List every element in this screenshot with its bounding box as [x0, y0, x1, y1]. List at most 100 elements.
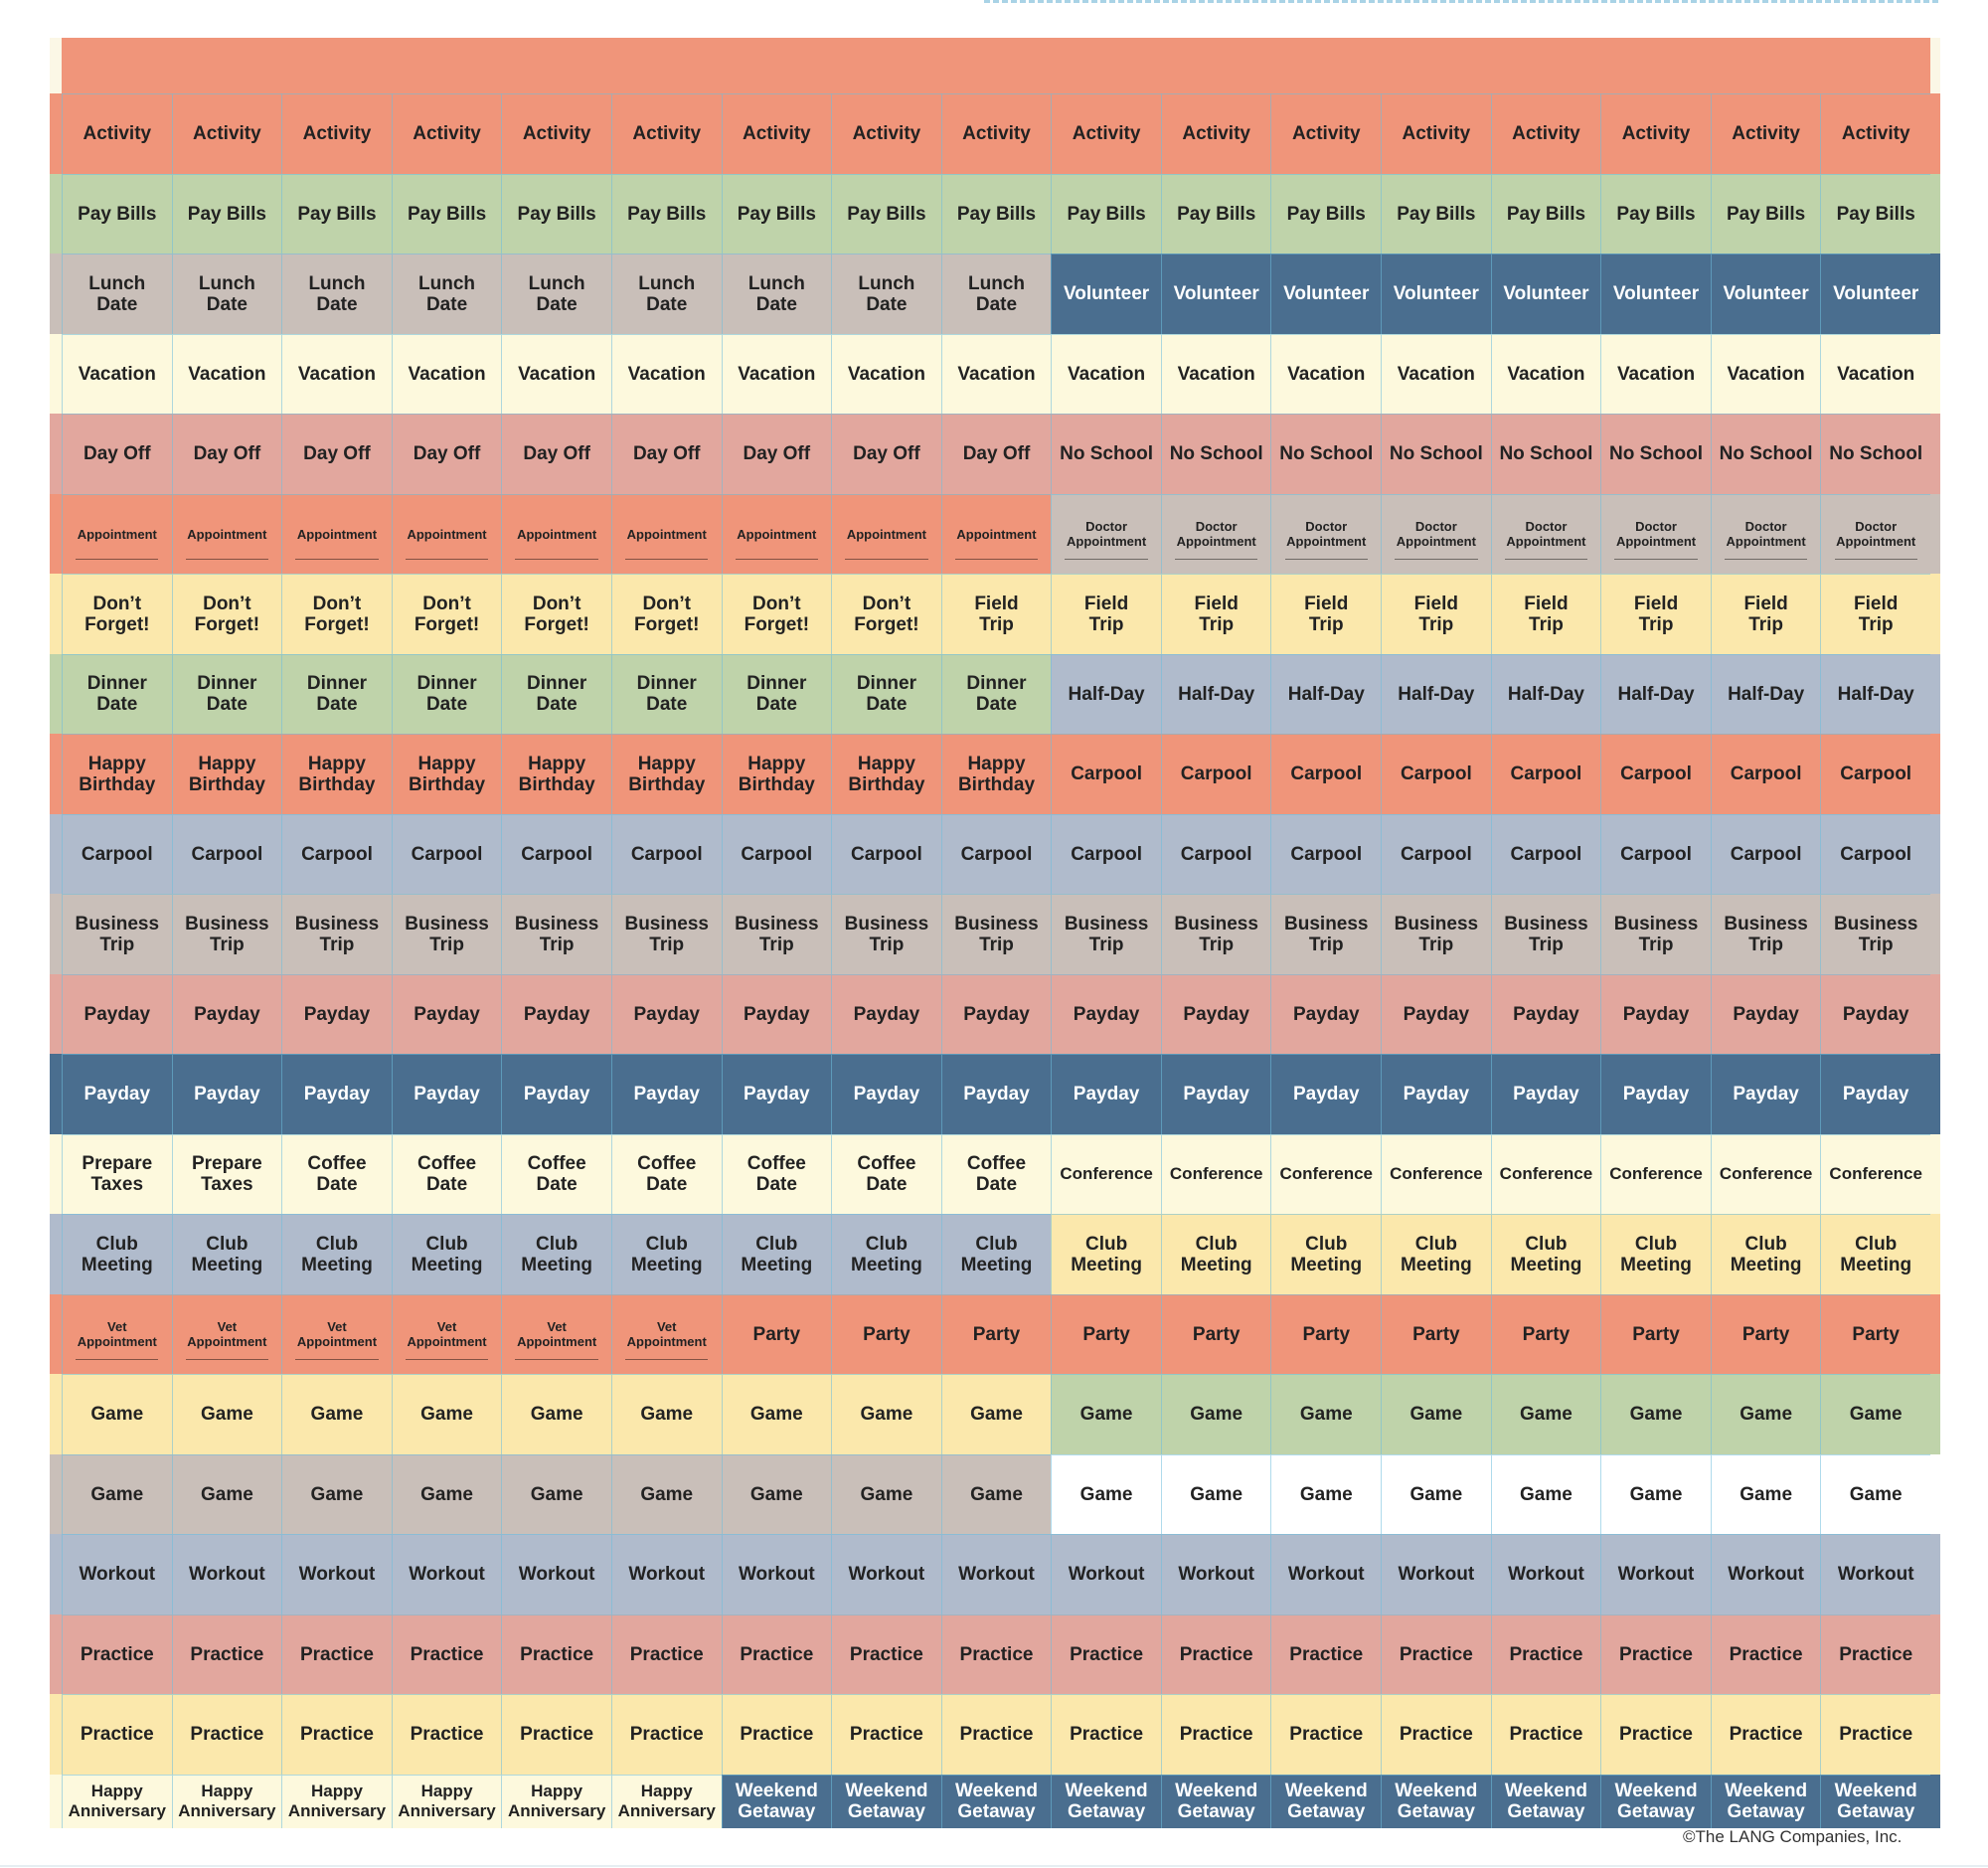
row-edge-right	[1929, 574, 1940, 654]
grid-top-band	[1051, 38, 1161, 93]
sticker-game: Game	[281, 1453, 392, 1534]
sticker-workout: Workout	[610, 1534, 722, 1614]
sticker-carpool: Carpool	[1381, 813, 1491, 894]
sticker-label: Doctor Appointment	[1286, 519, 1367, 550]
sticker-label: Payday	[414, 1003, 480, 1025]
sticker-label: Practice	[1509, 1724, 1583, 1746]
sticker-appointment: Appointment	[501, 493, 611, 574]
sticker-dinner-date: Dinner Date	[391, 653, 502, 734]
sticker-weekend-getaway: Weekend Getaway	[1600, 1774, 1711, 1828]
sticker-label: Vacation	[297, 363, 377, 385]
sticker-field-trip: Field Trip	[1160, 574, 1271, 654]
sticker-business-trip: Business Trip	[1051, 894, 1161, 974]
sticker-business-trip: Business Trip	[1490, 894, 1601, 974]
sticker-conference: Conference	[1710, 1133, 1821, 1214]
sticker-label: Happy Birthday	[848, 753, 925, 795]
sticker-label: Practice	[1289, 1724, 1364, 1746]
row-edge-left	[50, 1613, 62, 1694]
sticker-label: Carpool	[1730, 843, 1802, 865]
sticker-label: Activity	[1621, 123, 1691, 145]
sticker-carpool: Carpool	[1381, 734, 1491, 814]
sticker-label: Happy Anniversary	[508, 1782, 606, 1820]
sticker-label: Club Meeting	[1290, 1233, 1363, 1275]
sticker-label: Carpool	[960, 843, 1033, 865]
row-edge-right	[1929, 894, 1940, 974]
sticker-activity: Activity	[1160, 93, 1271, 174]
sticker-label: Game	[90, 1404, 144, 1426]
sticker-label: Vacation	[1287, 363, 1366, 385]
sticker-practice: Practice	[1600, 1613, 1711, 1694]
sticker-practice: Practice	[1270, 1694, 1382, 1775]
sticker-weekend-getaway: Weekend Getaway	[721, 1774, 832, 1828]
sticker-vacation: Vacation	[610, 333, 722, 414]
sticker-label: Volunteer	[1503, 283, 1589, 305]
sticker-label: Game	[310, 1483, 364, 1505]
sticker-dinner-date: Dinner Date	[171, 653, 282, 734]
sticker-carpool: Carpool	[1051, 813, 1161, 894]
sticker-label: Party	[863, 1323, 911, 1345]
sticker-label: Practice	[520, 1724, 594, 1746]
sticker-lunch-date: Lunch Date	[610, 254, 722, 334]
sticker-appointment: Appointment	[610, 493, 722, 574]
sticker-business-trip: Business Trip	[1381, 894, 1491, 974]
sticker-label: Practice	[849, 1643, 923, 1665]
sticker-label: Payday	[1842, 1084, 1909, 1105]
sticker-label: Workout	[189, 1564, 265, 1586]
sticker-label: Payday	[963, 1003, 1030, 1025]
sticker-day-off: Day Off	[721, 414, 832, 494]
sticker-label: Carpool	[741, 843, 813, 865]
row-edge-right	[1929, 414, 1940, 494]
sticker-label: Vacation	[1068, 363, 1146, 385]
sticker-party: Party	[1051, 1293, 1161, 1374]
sticker-club-meeting: Club Meeting	[1381, 1214, 1491, 1294]
sticker-pay-bills: Pay Bills	[831, 173, 941, 254]
sticker-carpool: Carpool	[1160, 813, 1271, 894]
sticker-label: Vet Appointment	[407, 1319, 487, 1350]
sticker-conference: Conference	[1051, 1133, 1161, 1214]
sticker-label: Club Meeting	[191, 1233, 263, 1275]
sticker-payday: Payday	[1600, 973, 1711, 1054]
row-edge-left	[50, 574, 62, 654]
sticker-dont-forget: Don’t Forget!	[391, 574, 502, 654]
sticker-coffee-date: Coffee Date	[721, 1133, 832, 1214]
sticker-label: Business Trip	[844, 913, 929, 955]
sticker-day-off: Day Off	[171, 414, 282, 494]
sticker-label: Practice	[299, 1643, 374, 1665]
sticker-no-school: No School	[1490, 414, 1601, 494]
sticker-volunteer: Volunteer	[1160, 254, 1271, 334]
sticker-vacation: Vacation	[1381, 333, 1491, 414]
sticker-label: Game	[1079, 1483, 1133, 1505]
sticker-label: Practice	[629, 1724, 704, 1746]
write-in-line	[625, 1359, 709, 1360]
sticker-label: Payday	[523, 1003, 590, 1025]
sticker-label: Game	[860, 1404, 913, 1426]
sticker-label: Club Meeting	[411, 1233, 483, 1275]
sticker-label: Game	[1409, 1483, 1463, 1505]
sticker-label: Practice	[1399, 1643, 1473, 1665]
sticker-label: Game	[640, 1404, 694, 1426]
sticker-practice: Practice	[171, 1613, 282, 1694]
sticker-label: Payday	[523, 1084, 590, 1105]
sticker-game: Game	[1490, 1453, 1601, 1534]
sticker-label: Practice	[190, 1643, 264, 1665]
sticker-label: Game	[860, 1483, 913, 1505]
row-edge-left	[50, 93, 62, 174]
sticker-label: Payday	[1183, 1003, 1249, 1025]
sticker-party: Party	[1820, 1293, 1930, 1374]
sticker-label: Weekend Getaway	[1504, 1781, 1587, 1822]
sticker-label: Carpool	[1510, 764, 1582, 785]
sticker-vacation: Vacation	[1490, 333, 1601, 414]
write-in-line	[515, 559, 598, 560]
sticker-lunch-date: Lunch Date	[940, 254, 1052, 334]
sticker-label: Practice	[959, 1643, 1034, 1665]
row-edge-left	[50, 1374, 62, 1454]
write-in-line	[185, 559, 269, 560]
sticker-label: Practice	[1619, 1724, 1693, 1746]
sticker-field-trip: Field Trip	[1381, 574, 1491, 654]
grid-top-band	[1270, 38, 1382, 93]
row-edge-left	[50, 173, 62, 254]
sticker-practice: Practice	[1820, 1694, 1930, 1775]
sticker-label: Workout	[958, 1564, 1035, 1586]
sticker-practice: Practice	[1381, 1613, 1491, 1694]
sticker-vet-appointment: Vet Appointment	[62, 1293, 172, 1374]
